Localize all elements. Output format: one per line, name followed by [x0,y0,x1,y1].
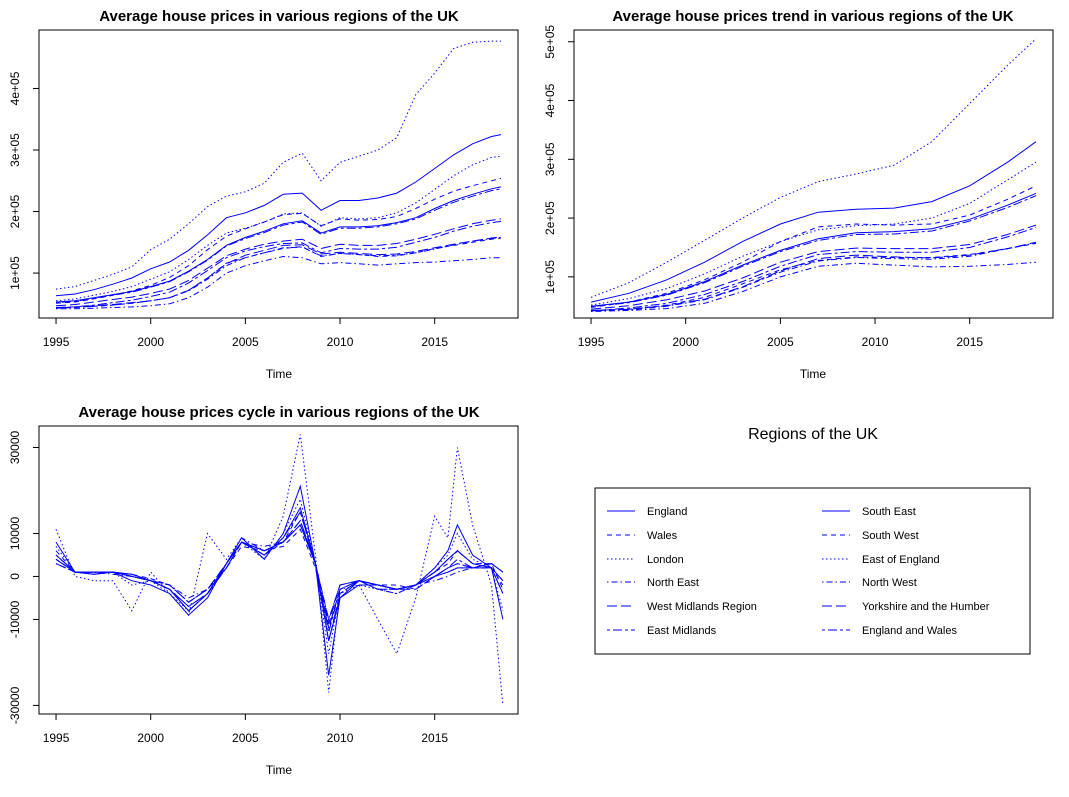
series-line-england [55,186,502,303]
panel-trend: Average house prices trend in various re… [543,8,1054,381]
x-tick-label: 1995 [578,335,605,349]
series-line-england-and-wales [55,510,504,642]
panel-prices-frame [38,29,519,319]
y-tick-label: 2e+05 [543,201,557,235]
series-line-west-midlands-region [590,224,1037,310]
legend-label-england-and-wales: England and Wales [862,625,957,637]
x-tick-label: 1995 [43,731,70,745]
legend: Regions of the UK England Wales London Nort… [594,426,1031,655]
series-line-east-of-england [590,161,1037,306]
panel-trend-title: Average house prices trend in various re… [612,8,1013,25]
x-tick-label: 2010 [862,335,889,349]
panel-trend-frame [573,29,1054,319]
series-line-north-west [55,524,504,622]
y-tick-label: 2e+05 [8,194,22,228]
series-line-north-west [56,236,502,308]
series-line-east-midlands [590,227,1037,312]
legend-label-south-east: South East [862,506,916,518]
series-line-east-midlands [55,220,502,309]
y-tick-label: 0 [8,573,22,580]
series-line-east-of-england [55,155,502,302]
x-tick-label: 2015 [421,731,448,745]
y-tick-label: 10000 [8,516,22,550]
series-line-england-and-wales [55,188,502,304]
series-line-south-west [55,177,502,304]
legend-label-north-east: North East [647,577,699,589]
series-line-south-west [590,185,1037,308]
series-line-yorkshire-and-the-humber [55,236,502,308]
legend-label-west-midlands-region: West Midlands Region [647,601,757,613]
panel-cycle-title: Average house prices cycle in various re… [78,404,479,421]
panel-cycle-frame [38,425,519,715]
y-tick-label: 5e+05 [543,25,557,59]
x-tick-label: 2015 [956,335,983,349]
legend-title: Regions of the UK [748,426,878,443]
panel-cycle: Average house prices cycle in various re… [8,404,519,777]
series-line-west-midlands-region [55,218,502,307]
x-tick-label: 2010 [327,335,354,349]
series-line-london [590,38,1037,298]
legend-label-north-west: North West [862,577,917,589]
y-tick-label: 3e+05 [543,142,557,176]
legend-label-london: London [647,554,684,566]
legend-label-east-of-england: East of England [862,554,940,566]
x-tick-label: 2005 [232,731,259,745]
legend-label-east-midlands: East Midlands [647,625,717,637]
y-tick-label: 3e+05 [8,133,22,167]
series-line-north-east [590,261,1037,312]
legend-label-england: England [647,506,687,518]
legend-label-yorkshire-and-the-humber: Yorkshire and the Humber [862,601,990,613]
series-line-london [55,434,504,706]
x-tick-label: 2015 [421,335,448,349]
series-line-north-east [56,255,501,310]
panel-prices-xlabel: Time [266,367,293,381]
legend-label-wales: Wales [647,530,678,542]
series-line-south-east [590,141,1037,303]
x-tick-label: 2005 [232,335,259,349]
legend-box [594,487,1031,655]
y-tick-label: 30000 [8,430,22,464]
series-line-yorkshire-and-the-humber [590,241,1037,311]
y-tick-label: -30000 [8,686,22,724]
x-tick-label: 2000 [672,335,699,349]
legend-label-south-west: South West [862,530,919,542]
panel-cycle-xlabel: Time [266,763,293,777]
y-tick-label: 1e+05 [543,260,557,294]
y-tick-label: 4e+05 [8,71,22,105]
x-tick-label: 2000 [137,335,164,349]
y-tick-label: 1e+05 [8,256,22,290]
panel-prices-title: Average house prices in various regions … [99,8,459,25]
series-line-south-east [55,134,502,297]
panel-prices: Average house prices in various regions … [8,8,519,381]
series-line-yorkshire-and-the-humber [55,524,504,624]
x-tick-label: 2005 [767,335,794,349]
x-tick-label: 2010 [327,731,354,745]
series-line-london [55,40,501,290]
panel-trend-xlabel: Time [800,367,827,381]
series-line-england [590,192,1037,307]
y-tick-label: -10000 [8,600,22,638]
series-line-england-and-wales [590,195,1037,308]
x-tick-label: 1995 [43,335,70,349]
y-tick-label: 4e+05 [543,83,557,117]
series-line-south-east [55,484,504,676]
x-tick-label: 2000 [137,731,164,745]
series-line-wales [590,242,1037,312]
